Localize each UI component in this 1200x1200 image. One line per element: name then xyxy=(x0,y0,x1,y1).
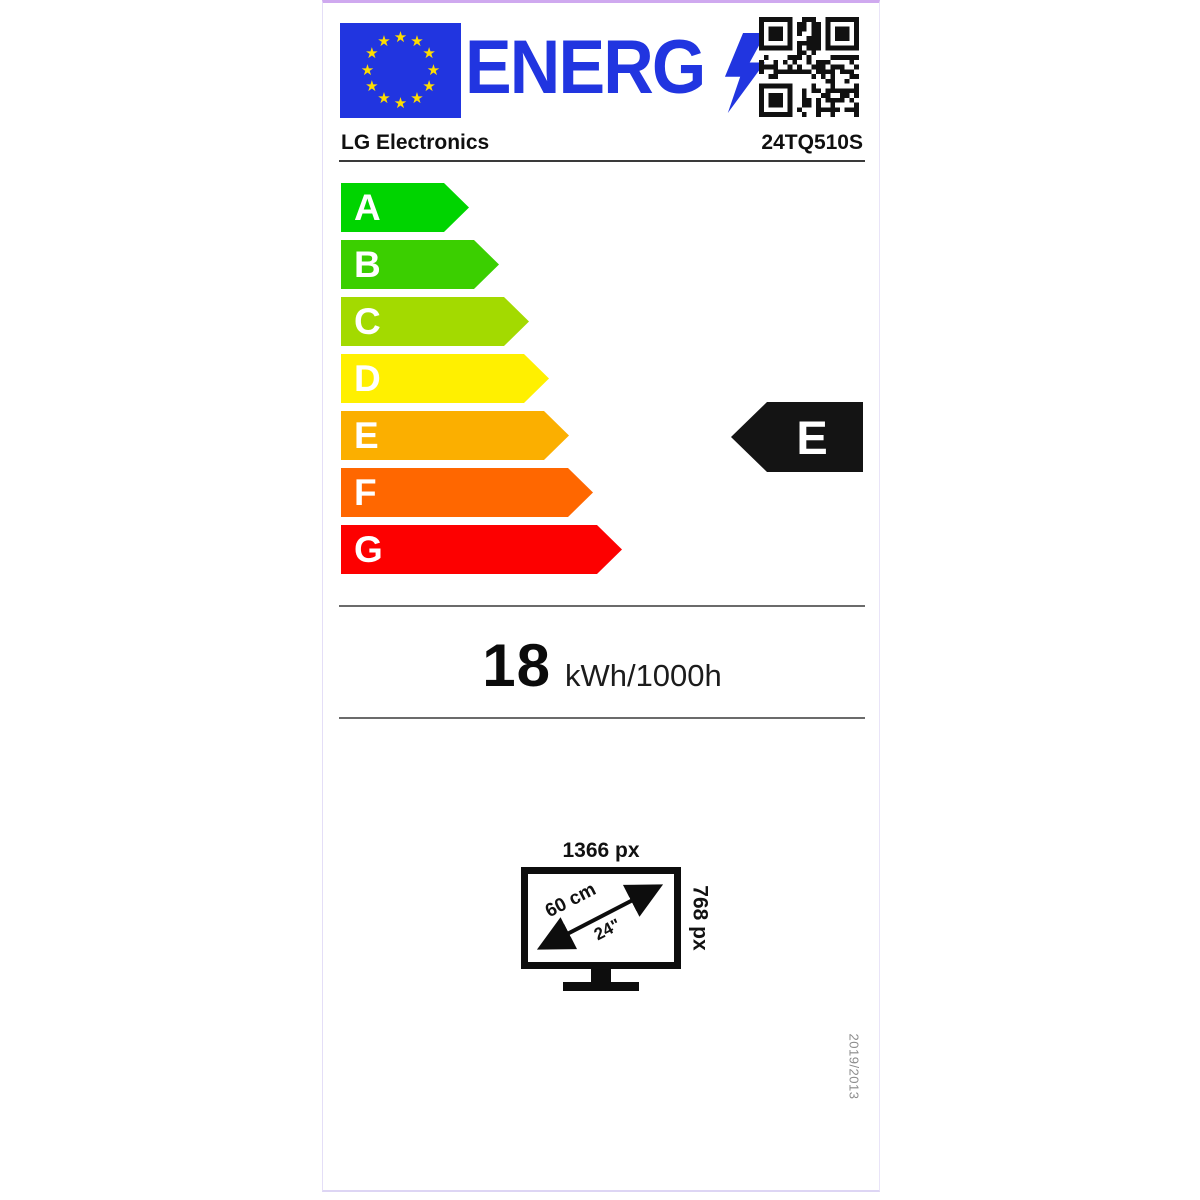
eu-star: ★ xyxy=(360,61,375,79)
class-b-label: B xyxy=(354,244,381,285)
eu-star: ★ xyxy=(422,78,436,95)
eu-star: ★ xyxy=(365,45,379,62)
resolution-height-label: 768 px xyxy=(689,885,713,951)
class-a-label: A xyxy=(354,187,381,228)
class-b-arrow: B xyxy=(341,240,499,289)
eu-star: ★ xyxy=(422,45,436,62)
eu-star: ★ xyxy=(410,90,424,108)
class-e-arrow: E xyxy=(341,411,569,460)
consumption-divider-bottom xyxy=(339,717,865,719)
manufacturer-name: LG Electronics xyxy=(341,131,490,154)
energ-logo-text: ENERG xyxy=(465,25,706,110)
eu-star: ★ xyxy=(393,94,408,112)
eu-star: ★ xyxy=(365,78,379,95)
model-number: 24TQ510S xyxy=(761,131,863,154)
monitor-icon: 60 cm 24" xyxy=(521,867,681,969)
eu-star: ★ xyxy=(410,32,424,50)
class-c-arrow: C xyxy=(341,297,529,346)
consumption-unit: kWh/1000h xyxy=(564,658,722,693)
brand-row: LG Electronics 24TQ510S xyxy=(341,131,863,155)
monitor-stand-neck xyxy=(591,969,611,982)
consumption-value: 18 xyxy=(482,632,551,699)
class-g-label: G xyxy=(354,529,383,570)
eu-star: ★ xyxy=(426,61,441,79)
energy-logo: ENERG xyxy=(465,25,769,120)
resolution-width-label: 1366 px xyxy=(562,839,640,862)
class-c-label: C xyxy=(354,301,381,342)
monitor-stand-base xyxy=(563,982,639,991)
qr-code xyxy=(759,17,859,117)
eu-star: ★ xyxy=(377,90,391,108)
regulation-number: 2019/2013 xyxy=(846,1033,862,1099)
energy-consumption: 18 kWh/1000h xyxy=(339,631,865,705)
energy-label: ★ ★ ★ ★ ★ ★ ★ ★ ★ ★ ★ ★ ENERG LG Electronics 24TQ51… xyxy=(322,0,880,1192)
class-e-label: E xyxy=(354,415,379,456)
eu-star: ★ xyxy=(393,28,408,46)
consumption-divider-top xyxy=(339,605,865,607)
class-f-label: F xyxy=(354,472,377,513)
eu-flag-icon: ★ ★ ★ ★ ★ ★ ★ ★ ★ ★ ★ ★ xyxy=(340,23,461,118)
current-class-arrow: E xyxy=(731,402,863,472)
class-a-arrow: A xyxy=(341,183,469,232)
class-f-arrow: F xyxy=(341,468,593,517)
efficiency-scale: A B C D E F G xyxy=(341,183,622,582)
eu-star: ★ xyxy=(377,32,391,50)
class-g-arrow: G xyxy=(341,525,622,574)
header-divider xyxy=(339,160,865,162)
class-d-arrow: D xyxy=(341,354,549,403)
class-d-label: D xyxy=(354,358,381,399)
lightning-bolt-icon xyxy=(725,33,767,113)
current-class-letter: E xyxy=(796,410,828,464)
diagonal-arrow-icon xyxy=(536,884,664,950)
